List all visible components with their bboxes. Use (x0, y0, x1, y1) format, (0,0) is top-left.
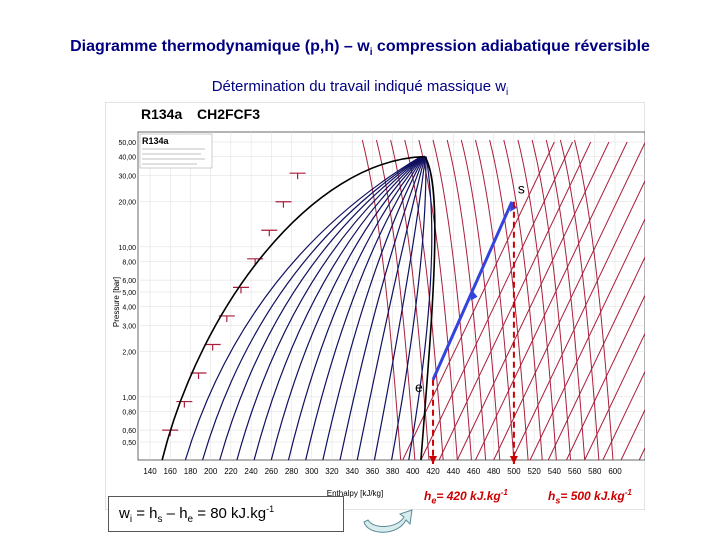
isentrope-line (391, 156, 427, 461)
isentrope-line (305, 156, 425, 461)
liquid-saturation-curve (161, 155, 425, 461)
isentrope-diagonal (438, 141, 592, 461)
he-arrowhead (429, 456, 438, 464)
x-tick-label: 340 (345, 467, 359, 476)
isentrope-line (408, 156, 433, 461)
x-tick-label: 480 (487, 467, 501, 476)
isentrope-diagonal (456, 141, 610, 461)
isotherm-curve (475, 139, 515, 461)
y-tick-label: 2,00 (122, 350, 136, 357)
x-tick-label: 440 (447, 467, 461, 476)
vapor-saturation-curve (420, 156, 436, 461)
isentrope-line (270, 156, 424, 461)
x-tick-label: 160 (164, 467, 178, 476)
x-tick-label: 140 (143, 467, 157, 476)
x-tick-label: 280 (285, 467, 299, 476)
isentrope-line (356, 156, 426, 461)
isotherm-curve (446, 139, 487, 461)
y-axis-label: Pressure [bar] (112, 277, 121, 327)
process-lines (429, 201, 518, 464)
info-box-title: R134a (142, 136, 170, 146)
hs-arrowhead (509, 456, 518, 464)
x-tick-label: 320 (325, 467, 339, 476)
isentrope-diagonal (420, 141, 573, 461)
x-tick-label: 200 (204, 467, 218, 476)
x-tick-label: 580 (588, 467, 602, 476)
y-tick-label: 10,00 (118, 245, 136, 252)
isentrope-line (322, 156, 425, 461)
x-tick-label: 300 (305, 467, 319, 476)
isotherm-curve (361, 139, 402, 461)
y-tick-label: 0,50 (122, 440, 136, 447)
isentrope-diagonal (511, 141, 664, 461)
y-tick-label: 40,00 (118, 155, 136, 162)
y-tick-label: 20,00 (118, 200, 136, 207)
isotherm-curve (489, 139, 529, 461)
x-tick-label: 520 (527, 467, 541, 476)
isotherm-curve (503, 139, 543, 461)
mid-arrowhead (470, 290, 478, 301)
hs-value-label: hs= 500 kJ.kg-1 (548, 488, 632, 506)
isentrope-line (339, 156, 426, 461)
x-tick-label: 240 (244, 467, 258, 476)
isentrope-line (184, 156, 422, 461)
x-tick-label: 460 (467, 467, 481, 476)
y-tick-label: 8,00 (122, 259, 136, 266)
isentrope-diagonal (475, 141, 628, 461)
x-tick-label: 560 (568, 467, 582, 476)
y-ticks: 50,00 40,00 30,00 20,00 10,00 8,00 6,00 5,00 4,0… (118, 140, 136, 447)
x-tick-label: 260 (265, 467, 279, 476)
x-tick-label: 500 (507, 467, 521, 476)
diagram-header-fluid: R134a (141, 106, 182, 122)
x-axis-label: Enthalpy [kJ/kg] (327, 489, 383, 498)
isentrope-line (201, 156, 422, 461)
isentrope-line (236, 156, 423, 461)
isotherm-curve (517, 139, 557, 461)
y-tick-label: 3,00 (122, 323, 136, 330)
isotherm-curve (432, 139, 472, 461)
work-formula-box: wi = hs – he = 80 kJ.kg-1 (108, 496, 344, 532)
x-tick-label: 420 (426, 467, 440, 476)
y-tick-label: 6,00 (122, 278, 136, 285)
isentropes (162, 156, 433, 461)
saturation-dome (161, 155, 436, 461)
ph-diagram: R134a CH2FCF3 R134a 50,00 40,00 30,00 20,00… (104, 101, 720, 511)
y-tick-label: 50,00 (118, 140, 136, 147)
isentrope-diagonal (493, 141, 646, 461)
point-s-label: s (518, 181, 525, 197)
he-value-label: he= 420 kJ.kg-1 (424, 488, 508, 506)
y-tick-label: 0,80 (122, 409, 136, 416)
info-box-lines (142, 148, 205, 165)
isentrope-line (219, 156, 423, 461)
slide-subtitle: Détermination du travail indiqué massiqu… (211, 78, 509, 98)
x-tick-label: 380 (386, 467, 400, 476)
diagram-header-formula: CH2FCF3 (197, 106, 260, 122)
x-tick-label: 540 (548, 467, 562, 476)
curved-arrow-icon (363, 509, 413, 533)
y-tick-label: 5,00 (122, 290, 136, 297)
isotherm-curve (574, 139, 614, 461)
isentrope-diagonal (402, 141, 555, 461)
isotherm-curve (375, 139, 416, 461)
y-tick-label: 0,60 (122, 428, 136, 435)
point-e-label: e (415, 379, 423, 395)
isotherm-curve (559, 139, 600, 461)
y-tick-label: 4,00 (122, 305, 136, 312)
y-tick-label: 1,00 (122, 395, 136, 402)
x-tick-label: 180 (184, 467, 198, 476)
x-tick-label: 360 (366, 467, 380, 476)
y-tick-label: 30,00 (118, 173, 136, 180)
isotherm-curve (390, 139, 430, 461)
slide-title: Diagramme thermodynamique (p,h) – wi com… (70, 38, 650, 59)
isotherm-curve (545, 139, 586, 461)
isentrope-line (287, 156, 424, 461)
isentrope-line (253, 156, 423, 461)
x-tick-label: 400 (406, 467, 420, 476)
x-tick-label: 220 (224, 467, 238, 476)
info-box (139, 133, 213, 169)
x-ticks: 140 160 180 200 220 240 260 280 300 320 340 360 380 4… (143, 467, 622, 476)
x-tick-label: 600 (608, 467, 622, 476)
isentrope-line (373, 156, 426, 461)
